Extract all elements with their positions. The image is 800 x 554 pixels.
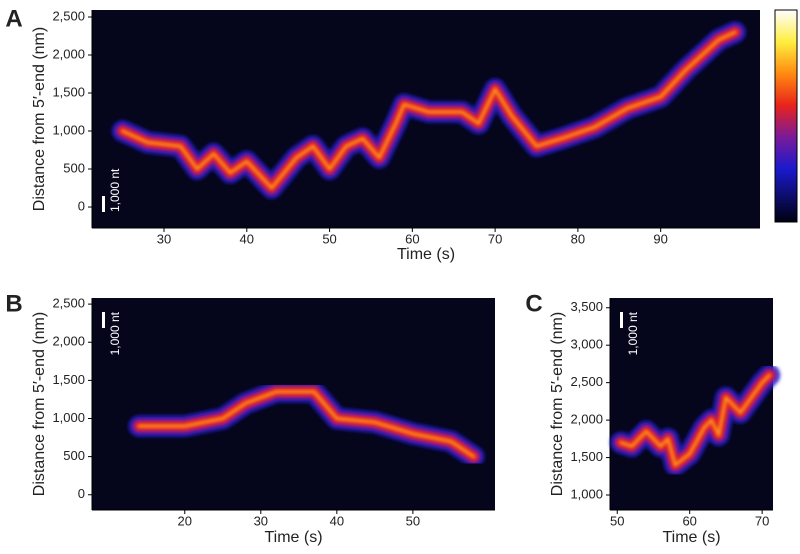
x-axis-label: Time (s) [397,246,455,263]
panel-label: C [525,290,542,317]
panel-label: B [5,290,22,317]
x-tick-label: 50 [322,231,336,246]
x-axis-label: Time (s) [662,529,720,546]
trace-line [137,390,476,459]
y-tick-label: 2,000 [52,334,85,349]
y-tick-label: 0 [78,486,85,501]
x-tick-label: 70 [488,231,502,246]
x-tick-label: 50 [406,513,420,528]
y-tick-label: 1,500 [570,449,603,464]
y-tick-label: 0 [78,198,85,213]
x-tick-label: 70 [755,513,769,528]
kymograph-background [92,298,495,510]
x-tick-label: 60 [682,513,696,528]
colorbar [774,9,798,223]
trace-line [619,373,771,467]
y-tick-label: 1,000 [52,410,85,425]
scale-bar [102,312,105,328]
x-tick-label: 60 [405,231,419,246]
trace [609,364,781,477]
x-tick-label: 30 [254,513,268,528]
trace-line [121,30,737,190]
y-tick-label: 2,000 [570,412,603,427]
y-axis-label: Distance from 5′-end (nm) [31,27,48,211]
scale-bar [620,312,623,328]
y-tick-label: 2,500 [52,296,85,311]
x-axis-label: Time (s) [264,529,322,546]
y-tick-label: 2,500 [570,374,603,389]
scale-bar-label: 1,000 nt [626,311,640,355]
scale-bar-label: 1,000 nt [108,311,122,355]
y-tick-label: 2,500 [52,8,85,23]
x-tick-label: 80 [571,231,585,246]
y-tick-label: 3,000 [570,337,603,352]
y-tick-label: 1,500 [52,372,85,387]
y-tick-label: 1,000 [52,122,85,137]
trace [128,380,485,468]
y-tick-label: 1,500 [52,84,85,99]
y-tick-label: 500 [63,448,85,463]
x-tick-label: 50 [610,513,624,528]
panel-label: A [5,5,22,32]
scale-bar [102,196,105,212]
trace [111,21,747,200]
y-axis-label: Distance from 5′-end (nm) [31,312,48,496]
y-tick-label: 1,000 [570,486,603,501]
x-tick-label: 40 [240,231,254,246]
y-tick-label: 2,000 [52,46,85,61]
x-tick-label: 30 [157,231,171,246]
y-tick-label: 3,500 [570,299,603,314]
y-axis-label: Distance from 5′-end (nm) [549,312,566,496]
x-tick-label: 40 [330,513,344,528]
scale-bar-label: 1,000 nt [108,168,122,212]
y-tick-label: 500 [63,160,85,175]
x-tick-label: 90 [653,231,667,246]
x-tick-label: 20 [178,513,192,528]
